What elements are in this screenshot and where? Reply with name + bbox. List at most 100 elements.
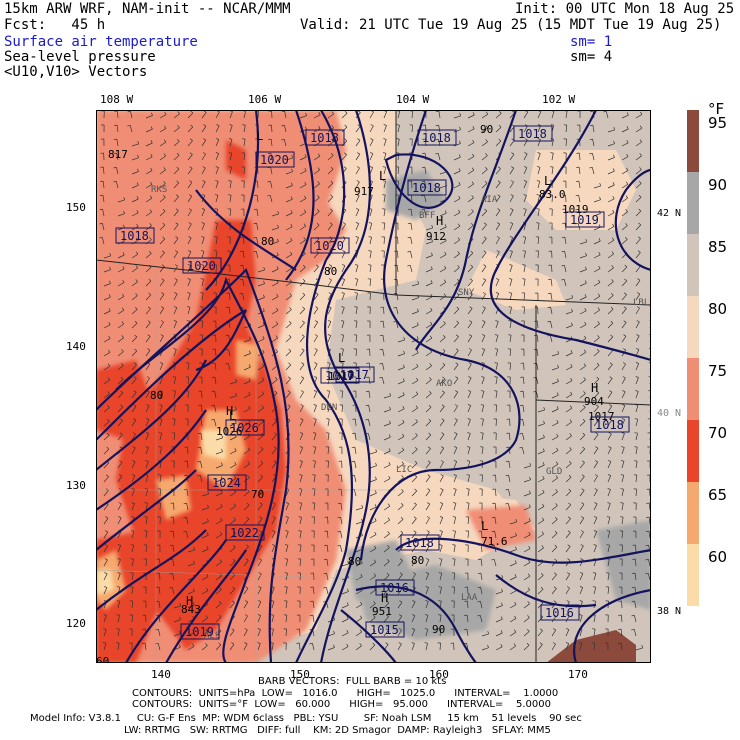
wind-barb (509, 223, 514, 231)
wind-barb (145, 115, 153, 119)
wind-barb (299, 239, 306, 245)
wind-barb (201, 645, 208, 651)
wind-barb-flag (302, 264, 306, 268)
wind-barb-flag (340, 334, 344, 336)
wind-barb-flag (220, 531, 223, 535)
wind-barb (453, 170, 461, 175)
wind-barb (229, 560, 236, 567)
wind-barb-flag (175, 222, 179, 225)
wind-barb-flag (557, 378, 559, 382)
wind-barb (425, 462, 431, 469)
wind-barb-flag (225, 348, 229, 351)
wind-barb-flag (145, 460, 149, 462)
wind-barb (453, 129, 461, 133)
wind-barb (537, 602, 544, 609)
wind-barb-flag (330, 166, 334, 170)
wind-barb (369, 548, 377, 553)
wind-barb-flag (289, 293, 292, 297)
wind-barb-flag (201, 236, 205, 238)
wind-barb (523, 520, 531, 525)
wind-barb (508, 461, 511, 469)
wind-barb (437, 153, 441, 161)
wind-barb-flag (547, 306, 551, 309)
wind-barb (201, 112, 207, 119)
wind-barb (396, 265, 399, 273)
wind-barb (565, 311, 573, 315)
wind-barb (215, 603, 222, 609)
wind-barb (481, 447, 484, 455)
wind-barb-flag (176, 138, 180, 142)
wind-barb-flag (298, 502, 302, 504)
wind-barb-flag (220, 476, 223, 480)
wind-barb (453, 419, 458, 427)
wind-barb-flag (193, 546, 196, 551)
wind-barb-flag (134, 320, 138, 324)
wind-barb-flag (116, 600, 120, 602)
wind-barb-flag (458, 168, 461, 172)
temperature-label: 917 (354, 185, 374, 198)
wind-barb (537, 547, 544, 553)
wind-barb (397, 629, 402, 637)
wind-barb-flag (285, 502, 289, 504)
wind-barb (229, 588, 236, 595)
wind-barb (397, 574, 403, 581)
wind-barb-flag (442, 362, 446, 366)
wind-barb (285, 226, 293, 231)
wind-barb-flag (495, 334, 499, 336)
wind-barb-flag (589, 138, 593, 141)
wind-barb-flag (599, 182, 602, 187)
wind-barb (425, 393, 432, 399)
wind-barb-flag (232, 558, 236, 562)
wind-barb-flag (415, 433, 418, 436)
wind-barb-flag (373, 573, 376, 577)
wind-barb (313, 155, 321, 161)
wind-barb-flag (595, 404, 599, 407)
wind-barb-flag (541, 531, 544, 535)
wind-barb (341, 112, 348, 119)
wind-barb (509, 645, 516, 651)
wind-barb-flag (169, 544, 173, 547)
wind-barb-flag (631, 586, 635, 589)
wind-barb (453, 350, 459, 357)
field-temperature: Surface air temperature (4, 34, 198, 50)
wind-barb (285, 336, 292, 343)
wind-barb-flag (524, 152, 528, 155)
wind-barb (145, 294, 152, 301)
pressure-label: 1015 (370, 623, 399, 637)
wind-barb (355, 153, 361, 161)
wind-barb (397, 111, 401, 119)
wind-barb-flag (127, 124, 131, 127)
wind-barb-flag (289, 279, 292, 283)
wind-barb (635, 419, 639, 427)
wind-barb (299, 377, 305, 385)
wind-barb (495, 321, 499, 329)
wind-barb (467, 349, 472, 357)
wind-barb (355, 617, 363, 623)
wind-barb (607, 503, 611, 511)
wind-barb (467, 266, 474, 273)
wind-barb (481, 647, 489, 651)
wind-barb (103, 283, 111, 287)
wind-barb (634, 573, 637, 581)
wind-barb-flag (388, 462, 391, 465)
wind-barb (522, 405, 525, 413)
wind-barb-flag (555, 475, 558, 479)
wind-barb (607, 267, 614, 273)
wind-barb-flag (557, 350, 560, 355)
wind-barb-flag (375, 462, 377, 466)
wind-barb (411, 601, 416, 609)
wind-barb-flag (323, 572, 327, 575)
wind-barb (453, 156, 461, 161)
wind-barb-flag (607, 502, 611, 504)
wind-barb (509, 576, 517, 581)
wind-barb (201, 404, 203, 413)
wind-barb-flag (162, 194, 166, 198)
wind-barb-flag (342, 264, 346, 266)
wind-barb-flag (137, 168, 139, 172)
wind-barb-flag (219, 573, 222, 577)
wind-barb (103, 310, 111, 315)
wind-barb (607, 461, 612, 469)
wind-barb-flag (326, 418, 330, 420)
wind-barb (607, 545, 610, 553)
wind-barb (621, 239, 628, 245)
